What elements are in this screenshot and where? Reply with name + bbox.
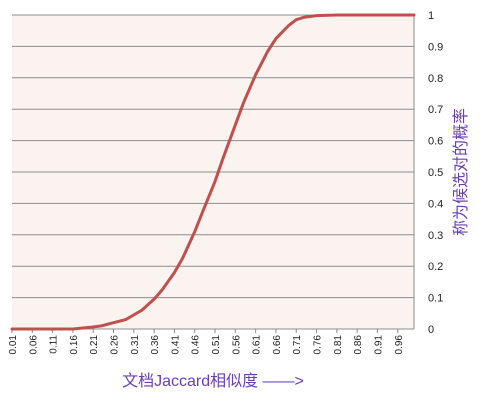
y-tick-label: 0.2	[428, 261, 443, 273]
x-tick-label: 0.56	[231, 335, 242, 355]
x-tick-label: 0.11	[49, 335, 60, 354]
x-tick-label: 0.66	[272, 335, 283, 355]
x-tick-label: 0.26	[110, 335, 121, 355]
x-tick-label: 0.21	[89, 335, 100, 355]
y-tick-label: 0.5	[428, 167, 443, 179]
x-axis-ticks: 0.01 0.06 0.11 0.16 0.21 0.26 0.31 0.36 0.41 0.46…	[8, 329, 405, 354]
y-tick-label: 0	[428, 324, 434, 336]
y-tick-label: 1	[428, 10, 434, 22]
y-tick-label: 0.3	[428, 230, 443, 242]
y-axis-ticks: 0 0.1 0.2 0.3 0.4 0.5 0.6 0.7 0.8 0.9 1	[428, 10, 443, 336]
y-axis-title: 称为候选对的概率	[452, 108, 470, 236]
y-tick-label: 0.6	[428, 136, 443, 148]
series	[10, 13, 416, 331]
x-tick-label: 0.41	[170, 335, 181, 355]
x-tick-label: 0.71	[292, 335, 303, 355]
y-tick-label: 0.7	[428, 104, 443, 116]
x-tick-label: 0.86	[353, 335, 364, 355]
x-tick-label: 0.61	[252, 335, 263, 355]
x-tick-label: 0.31	[130, 335, 141, 355]
x-tick-label: 0.51	[211, 335, 222, 355]
x-tick-label: 0.46	[191, 335, 202, 355]
x-tick-label: 0.96	[394, 335, 405, 355]
x-tick-label: 0.06	[28, 335, 39, 355]
y-tick-label: 0.8	[428, 73, 443, 85]
y-tick-label: 0.9	[428, 41, 443, 53]
x-axis-title: 文档Jaccard相似度 ——>	[122, 372, 304, 390]
y-tick-label: 0.4	[428, 198, 443, 210]
x-tick-label: 0.76	[313, 335, 324, 355]
x-tick-label: 0.16	[69, 335, 80, 355]
x-tick-label: 0.36	[150, 335, 161, 355]
x-tick-label: 0.01	[8, 335, 19, 355]
x-tick-label: 0.91	[373, 335, 384, 355]
x-tick-label: 0.81	[333, 335, 344, 355]
y-tick-label: 0.1	[428, 293, 443, 305]
series-line	[10, 13, 416, 331]
